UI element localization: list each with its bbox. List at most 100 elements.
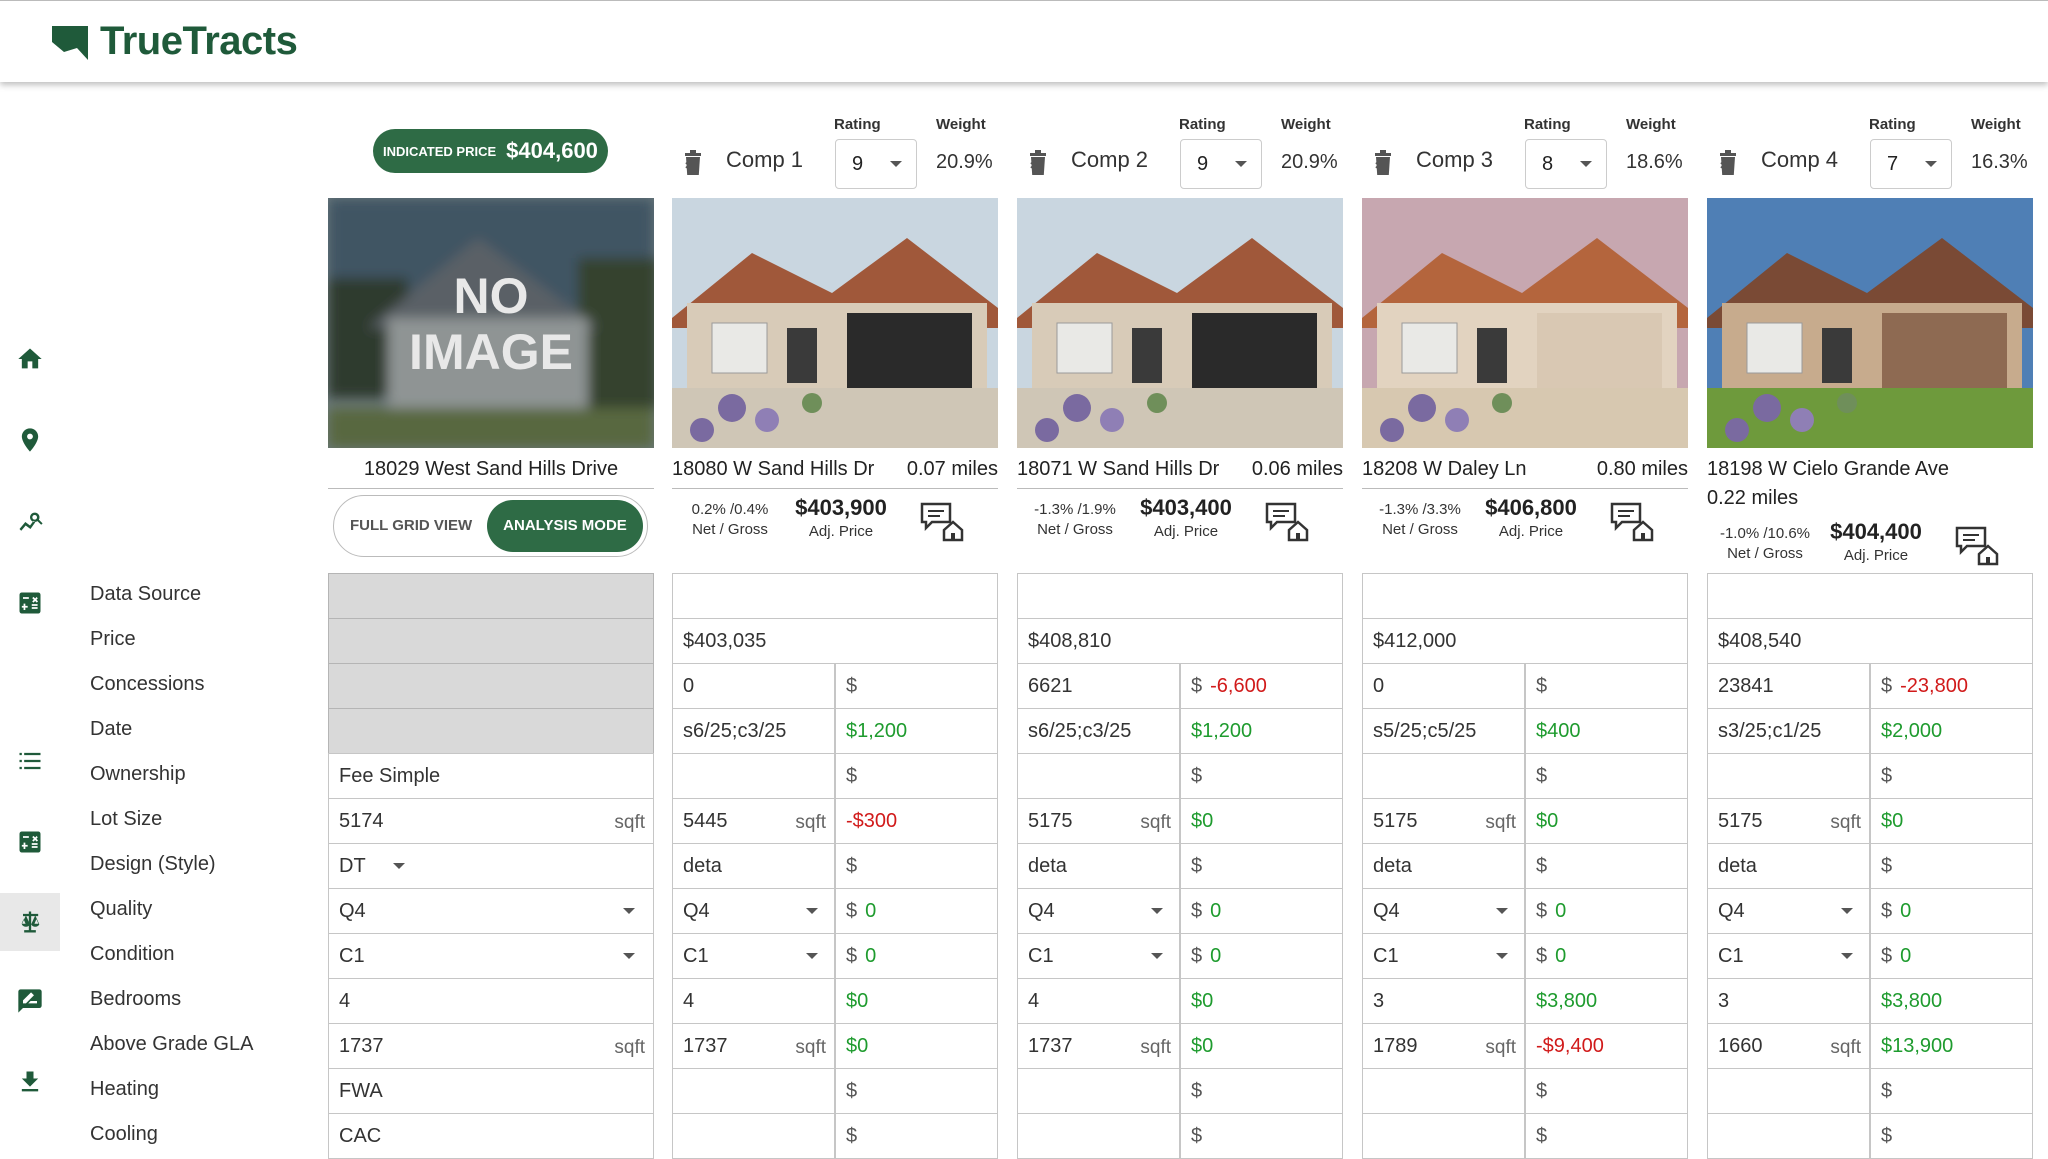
subject-lot-size-input[interactable]: 5174 sqft bbox=[328, 798, 654, 844]
comp-4-photo[interactable] bbox=[1707, 198, 2033, 448]
comp-3-design-input[interactable]: deta bbox=[1362, 843, 1525, 889]
comp-1-condition-adjustment[interactable]: $0 bbox=[835, 933, 998, 979]
comp-2-photo[interactable] bbox=[1017, 198, 1343, 448]
subject-condition-select[interactable]: C1 bbox=[328, 933, 654, 979]
download-icon[interactable] bbox=[0, 1053, 60, 1111]
comp-1-lot-size-input[interactable]: 5445 sqft bbox=[672, 798, 835, 844]
comp-4-design-adjustment[interactable]: $ bbox=[1870, 843, 2033, 889]
comp-3-data-source-input[interactable] bbox=[1362, 573, 1688, 619]
comp-1-ownership-adjustment[interactable]: $ bbox=[835, 753, 998, 799]
comp-4-condition-adjustment[interactable]: $0 bbox=[1870, 933, 2033, 979]
comp-2-cooling-adjustment[interactable]: $ bbox=[1180, 1113, 1343, 1159]
comp-2-cooling-input[interactable] bbox=[1017, 1113, 1180, 1159]
comp-4-gla-input[interactable]: 1660 sqft bbox=[1707, 1023, 1870, 1069]
comp-1-bedrooms-adjustment[interactable]: $0 bbox=[835, 978, 998, 1024]
comp-1-quality-input[interactable]: Q4 bbox=[672, 888, 835, 934]
comp-1-date-adjustment[interactable]: $1,200 bbox=[835, 708, 998, 754]
comp-3-ownership-input[interactable] bbox=[1362, 753, 1525, 799]
comp-1-design-input[interactable]: deta bbox=[672, 843, 835, 890]
comp-2-design-input[interactable]: deta bbox=[1017, 843, 1180, 889]
comp-3-heating-input[interactable] bbox=[1362, 1068, 1525, 1114]
comp-2-heating-adjustment[interactable]: $ bbox=[1180, 1068, 1343, 1114]
comp-2-heating-input[interactable] bbox=[1017, 1068, 1180, 1114]
comp-3-lot-size-input[interactable]: 5175 sqft bbox=[1362, 798, 1525, 844]
comp-1-quality-adjustment[interactable]: $0 bbox=[835, 888, 998, 934]
comp-2-quality-input[interactable]: Q4 bbox=[1017, 888, 1180, 934]
comment-house-icon[interactable] bbox=[1265, 502, 1309, 542]
subject-heating-input[interactable]: FWA bbox=[328, 1068, 654, 1114]
comp-4-lot-size-adjustment[interactable]: $0 bbox=[1870, 798, 2033, 844]
comp-1-bedrooms-input[interactable]: 4 bbox=[672, 978, 835, 1024]
comp-2-concessions-input[interactable]: 6621 bbox=[1017, 663, 1180, 709]
comp-4-design-input[interactable]: deta bbox=[1707, 843, 1870, 889]
subject-design-select[interactable]: DT bbox=[328, 843, 654, 889]
comp-3-condition-adjustment[interactable]: $0 bbox=[1525, 933, 1688, 979]
trash-icon[interactable] bbox=[1717, 150, 1739, 175]
subject-quality-select[interactable]: Q4 bbox=[328, 888, 654, 934]
comp-4-bedrooms-input[interactable]: 3 bbox=[1707, 978, 1870, 1024]
comp-1-gla-adjustment[interactable]: $0 bbox=[835, 1023, 998, 1069]
comp-4-concessions-adjustment[interactable]: $ -23,800 bbox=[1870, 663, 2033, 709]
trash-icon[interactable] bbox=[682, 150, 704, 175]
comp-1-cooling-input[interactable] bbox=[672, 1113, 835, 1159]
comp-4-bedrooms-adjustment[interactable]: $3,800 bbox=[1870, 978, 2033, 1024]
comp-2-condition-input[interactable]: C1 bbox=[1017, 933, 1180, 979]
subject-bedrooms-input[interactable]: 4 bbox=[328, 978, 654, 1024]
comp-3-cooling-adjustment[interactable]: $ bbox=[1525, 1113, 1688, 1159]
comp-1-rating-select[interactable]: 9 bbox=[835, 139, 917, 189]
comp-2-ownership-input[interactable] bbox=[1017, 753, 1180, 799]
comp-4-address[interactable]: 18198 W Cielo Grande Ave bbox=[1707, 458, 1950, 480]
comp-4-price-input[interactable]: $408,540 bbox=[1707, 618, 2033, 664]
comp-1-heating-input[interactable] bbox=[672, 1068, 835, 1114]
comp-2-date-input[interactable]: s6/25;c3/25 bbox=[1017, 708, 1180, 754]
analytics-icon[interactable] bbox=[0, 493, 60, 551]
comp-4-quality-adjustment[interactable]: $0 bbox=[1870, 888, 2033, 934]
comp-4-data-source-input[interactable] bbox=[1707, 573, 2033, 619]
comp-3-address[interactable]: 18208 W Daley Ln bbox=[1362, 458, 1527, 480]
comp-3-quality-input[interactable]: Q4 bbox=[1362, 888, 1525, 934]
comp-3-cooling-input[interactable] bbox=[1362, 1113, 1525, 1159]
comp-3-gla-input[interactable]: 1789 sqft bbox=[1362, 1023, 1525, 1069]
comp-3-date-input[interactable]: s5/25;c5/25 bbox=[1362, 708, 1525, 754]
list-icon[interactable] bbox=[0, 732, 60, 790]
comp-4-ownership-adjustment[interactable]: $ bbox=[1870, 753, 2033, 799]
comp-4-concessions-input[interactable]: 23841 bbox=[1707, 663, 1870, 709]
comp-2-date-adjustment[interactable]: $1,200 bbox=[1180, 708, 1343, 754]
view-mode-toggle[interactable]: FULL GRID VIEW ANALYSIS MODE bbox=[333, 495, 648, 557]
comp-3-lot-size-adjustment[interactable]: $0 bbox=[1525, 798, 1688, 844]
comp-3-photo[interactable] bbox=[1362, 198, 1688, 448]
comp-1-concessions-input[interactable]: 0 bbox=[672, 663, 835, 709]
comment-house-icon[interactable] bbox=[1610, 502, 1654, 542]
comment-house-icon[interactable] bbox=[1955, 526, 1999, 566]
full-grid-view-option[interactable]: FULL GRID VIEW bbox=[350, 517, 473, 534]
subject-ownership-input[interactable]: Fee Simple bbox=[328, 753, 654, 799]
comp-2-design-adjustment[interactable]: $ bbox=[1180, 843, 1343, 889]
comp-2-address[interactable]: 18071 W Sand Hills Dr bbox=[1017, 458, 1220, 480]
comp-3-date-adjustment[interactable]: $400 bbox=[1525, 708, 1688, 754]
comp-4-cooling-adjustment[interactable]: $ bbox=[1870, 1113, 2033, 1159]
comp-1-ownership-input[interactable] bbox=[672, 753, 835, 799]
comp-1-date-input[interactable]: s6/25;c3/25 bbox=[672, 708, 835, 754]
analysis-mode-option[interactable]: ANALYSIS MODE bbox=[487, 500, 643, 552]
comp-2-lot-size-adjustment[interactable]: $0 bbox=[1180, 798, 1343, 844]
comp-1-gla-input[interactable]: 1737 sqft bbox=[672, 1023, 835, 1069]
comp-3-heating-adjustment[interactable]: $ bbox=[1525, 1068, 1688, 1114]
comp-3-ownership-adjustment[interactable]: $ bbox=[1525, 753, 1688, 799]
comp-2-ownership-adjustment[interactable]: $ bbox=[1180, 753, 1343, 799]
comp-4-date-input[interactable]: s3/25;c1/25 bbox=[1707, 708, 1870, 754]
comp-1-condition-input[interactable]: C1 bbox=[672, 933, 835, 979]
comp-1-photo[interactable] bbox=[672, 198, 998, 448]
comp-1-lot-size-adjustment[interactable]: -$300 bbox=[835, 798, 998, 844]
comp-4-condition-input[interactable]: C1 bbox=[1707, 933, 1870, 979]
comp-4-lot-size-input[interactable]: 5175 sqft bbox=[1707, 798, 1870, 844]
map-pin-icon[interactable] bbox=[0, 411, 60, 469]
comp-4-heating-adjustment[interactable]: $ bbox=[1870, 1068, 2033, 1114]
comp-4-rating-select[interactable]: 7 bbox=[1870, 139, 1952, 189]
home-icon[interactable] bbox=[0, 330, 60, 388]
comp-2-rating-select[interactable]: 9 bbox=[1180, 139, 1262, 189]
comp-2-data-source-input[interactable] bbox=[1017, 573, 1343, 619]
trash-icon[interactable] bbox=[1027, 150, 1049, 175]
comp-2-concessions-adjustment[interactable]: $ -6,600 bbox=[1180, 663, 1343, 709]
comp-1-cooling-adjustment[interactable]: $ bbox=[835, 1113, 998, 1159]
comp-2-condition-adjustment[interactable]: $0 bbox=[1180, 933, 1343, 979]
